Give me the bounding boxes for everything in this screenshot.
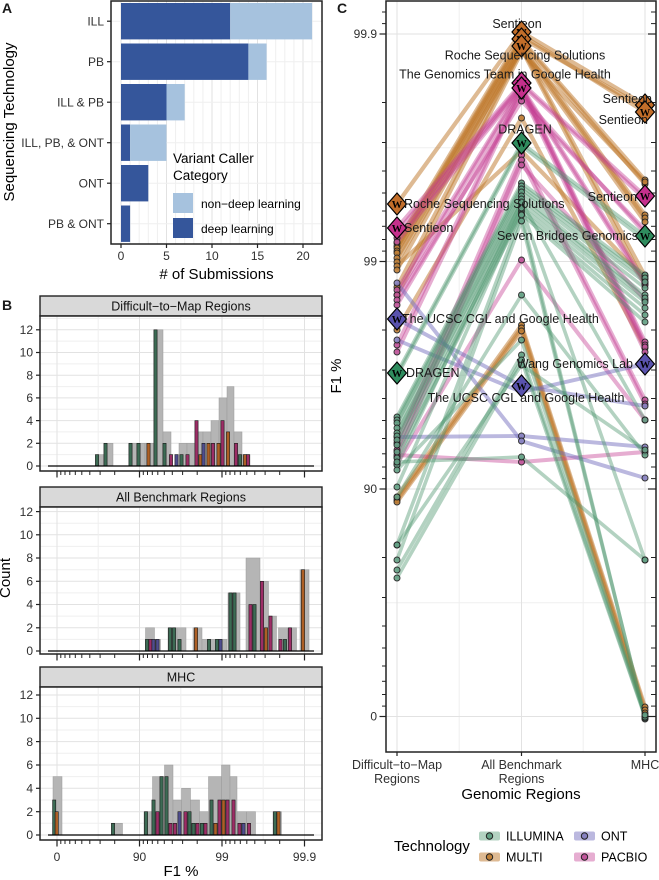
svg-text:W: W [392,200,403,211]
svg-text:All Benchmark Regions: All Benchmark Regions [116,491,246,505]
svg-text:90: 90 [364,482,378,496]
svg-text:Sentieon: Sentieon [603,92,652,106]
svg-text:W: W [640,232,651,243]
svg-text:Sentieon: Sentieon [588,190,637,204]
svg-text:8: 8 [26,735,33,749]
svg-text:8: 8 [26,551,33,565]
svg-text:0: 0 [26,459,33,473]
svg-text:W: W [516,42,527,53]
svg-text:Sentieon: Sentieon [492,17,541,31]
svg-text:ONT: ONT [79,176,105,190]
svg-text:0: 0 [54,850,61,864]
svg-text:4: 4 [26,598,33,612]
svg-text:12: 12 [20,323,34,337]
svg-text:4: 4 [26,782,33,796]
svg-text:Regions: Regions [499,772,545,786]
svg-text:99: 99 [364,255,378,269]
svg-text:Sentieon: Sentieon [404,221,453,235]
svg-text:6: 6 [26,758,33,772]
svg-text:ONT: ONT [601,830,628,844]
svg-text:F1 %: F1 % [163,863,198,880]
svg-text:MHC: MHC [167,671,195,685]
svg-text:A: A [2,0,12,16]
svg-text:W: W [392,369,403,380]
svg-text:MULTI: MULTI [506,851,543,865]
svg-text:Variant Caller: Variant Caller [173,151,254,166]
svg-text:C: C [337,0,347,16]
svg-text:0: 0 [26,828,33,842]
svg-text:ILLUMINA: ILLUMINA [506,830,564,844]
svg-text:W: W [392,315,403,326]
svg-text:90: 90 [133,850,147,864]
svg-text:0: 0 [26,644,33,658]
svg-text:10: 10 [20,528,34,542]
svg-text:Difficult−to−Map: Difficult−to−Map [352,758,442,772]
svg-text:Sentieon: Sentieon [599,113,648,127]
svg-text:10: 10 [20,346,34,360]
svg-text:2: 2 [26,437,33,451]
svg-text:DRAGEN: DRAGEN [406,366,459,380]
svg-text:The UCSC CGL and Google Health: The UCSC CGL and Google Health [428,391,625,405]
svg-text:W: W [640,192,651,203]
svg-text:Wang Genomics Lab: Wang Genomics Lab [517,357,633,371]
svg-text:W: W [516,382,527,393]
svg-text:W: W [392,224,403,235]
svg-text:0: 0 [118,249,125,263]
svg-text:ILL, PB, & ONT: ILL, PB, & ONT [21,136,104,150]
svg-text:6: 6 [26,575,33,589]
svg-text:ILL & PB: ILL & PB [57,95,104,109]
svg-text:Seven Bridges Genomics: Seven Bridges Genomics [497,229,638,243]
svg-text:Difficult−to−Map Regions: Difficult−to−Map Regions [111,300,250,314]
svg-text:B: B [2,297,12,313]
svg-text:Regions: Regions [374,772,420,786]
svg-text:6: 6 [26,391,33,405]
svg-text:4: 4 [26,414,33,428]
svg-text:MHC: MHC [631,758,659,772]
svg-text:All Benchmark: All Benchmark [481,758,562,772]
svg-text:Roche Sequencing Solutions: Roche Sequencing Solutions [404,197,565,211]
svg-text:5: 5 [163,249,170,263]
svg-text:Genomic Regions: Genomic Regions [461,786,580,803]
svg-text:W: W [516,84,527,95]
svg-text:Category: Category [173,168,228,183]
svg-text:PB & ONT: PB & ONT [48,217,105,231]
svg-text:2: 2 [26,621,33,635]
svg-text:Sequencing Technology: Sequencing Technology [1,42,18,202]
svg-text:8: 8 [26,368,33,382]
svg-text:12: 12 [20,688,34,702]
svg-text:PACBIO: PACBIO [601,851,648,865]
svg-text:12: 12 [20,505,34,519]
svg-text:99.9: 99.9 [354,27,378,41]
svg-text:2: 2 [26,805,33,819]
svg-text:10: 10 [205,249,219,263]
svg-text:10: 10 [20,712,34,726]
svg-text:W: W [640,360,651,371]
svg-text:DRAGEN: DRAGEN [498,123,551,137]
svg-text:W: W [640,108,651,119]
svg-text:deep learning: deep learning [201,222,274,236]
svg-text:20: 20 [296,249,310,263]
svg-text:ILL: ILL [87,14,104,28]
svg-text:The UCSC CGL and Google Health: The UCSC CGL and Google Health [402,312,599,326]
svg-text:Count: Count [0,557,14,598]
svg-text:W: W [516,139,527,150]
svg-text:99.9: 99.9 [293,850,317,864]
svg-text:PB: PB [88,55,104,69]
svg-text:Roche Sequencing Solutions: Roche Sequencing Solutions [445,49,606,63]
svg-text:F1 %: F1 % [328,358,345,393]
svg-text:non−deep learning: non−deep learning [201,197,301,211]
svg-text:15: 15 [251,249,265,263]
svg-text:The Genomics Team in Google He: The Genomics Team in Google Health [399,68,611,82]
svg-text:0: 0 [370,710,377,724]
svg-text:# of Submissions: # of Submissions [159,266,273,283]
svg-text:99: 99 [215,850,229,864]
svg-text:Technology: Technology [394,838,470,855]
